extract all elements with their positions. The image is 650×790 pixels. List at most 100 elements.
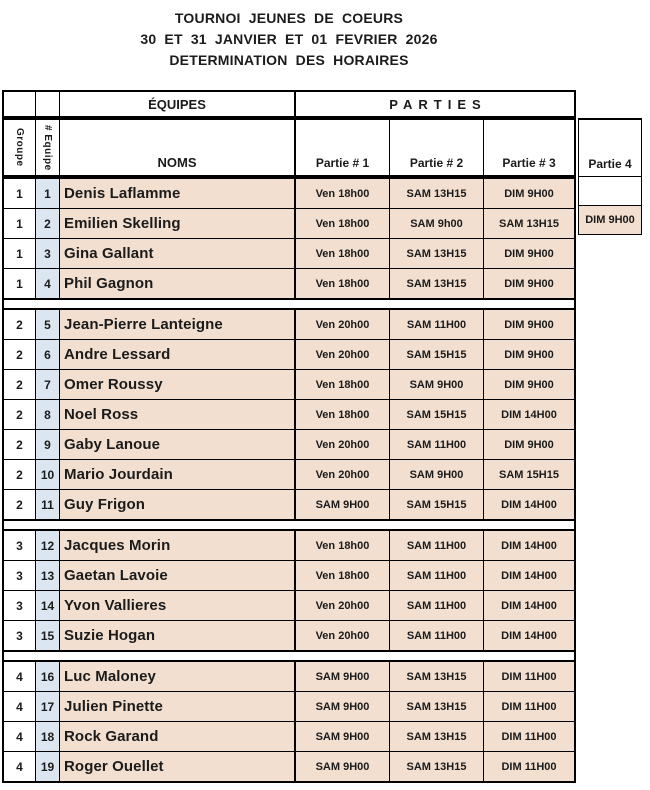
- partie1-cell: SAM 9H00: [296, 490, 390, 519]
- group-3-block: 3 12 Jacques Morin Ven 18h00 SAM 11H00 DIM 14…: [2, 529, 576, 652]
- table-row: 1 2 Emilien Skelling Ven 18h00 SAM 9h00 SAM 1…: [4, 209, 574, 239]
- team-number-cell: 17: [36, 692, 60, 722]
- table-row: 2 5 Jean-Pierre Lanteigne Ven 20h00 SAM 11H0…: [4, 310, 574, 340]
- title-block: TOURNOI JEUNES DE COEURS 30 ET 31 JANVIE…: [0, 0, 578, 71]
- player-name-cell: Andre Lessard: [60, 340, 296, 370]
- partie4-column-header: Partie 4: [578, 118, 642, 177]
- table-row: 4 19 Roger Ouellet SAM 9H00 SAM 13H15 DIM 11H…: [4, 752, 574, 781]
- partie3-cell: DIM 11H00: [484, 752, 574, 781]
- player-name-cell: Jean-Pierre Lanteigne: [60, 310, 296, 340]
- partie2-cell: SAM 11H00: [390, 561, 484, 591]
- table-row: 3 15 Suzie Hogan Ven 20h00 SAM 11H00 DIM 14H0…: [4, 621, 574, 650]
- parties-header: PARTIES: [296, 92, 574, 116]
- partie3-cell: DIM 14H00: [484, 591, 574, 621]
- player-name-cell: Phil Gagnon: [60, 269, 296, 298]
- groupe-cell: 3: [4, 621, 36, 650]
- team-number-cell: 3: [36, 239, 60, 269]
- team-number-cell: 9: [36, 430, 60, 460]
- partie3-cell: DIM 14H00: [484, 621, 574, 650]
- partie2-cell: SAM 15H15: [390, 400, 484, 430]
- partie3-cell: DIM 9H00: [484, 179, 574, 209]
- groupe-cell: 4: [4, 752, 36, 781]
- partie3-cell: DIM 14H00: [484, 490, 574, 519]
- partie2-cell: SAM 13H15: [390, 662, 484, 692]
- groupe-cell: 1: [4, 239, 36, 269]
- groupe-cell: 3: [4, 591, 36, 621]
- player-name-cell: Julien Pinette: [60, 692, 296, 722]
- groupe-cell: 2: [4, 490, 36, 519]
- partie1-cell: SAM 9H00: [296, 662, 390, 692]
- partie2-cell: SAM 9H00: [390, 460, 484, 490]
- partie2-cell: SAM 11H00: [390, 310, 484, 340]
- partie2-cell: SAM 15H15: [390, 340, 484, 370]
- partie3-cell: DIM 9H00: [484, 340, 574, 370]
- table-row: 2 7 Omer Roussy Ven 18h00 SAM 9H00 DIM 9H00: [4, 370, 574, 400]
- title-subtitle: DETERMINATION DES HORAIRES: [169, 52, 409, 68]
- partie2-cell: SAM 11H00: [390, 591, 484, 621]
- table-header-band: ÉQUIPES PARTIES: [2, 90, 576, 118]
- table-row: 2 10 Mario Jourdain Ven 20h00 SAM 9H00 SAM 15…: [4, 460, 574, 490]
- player-name-cell: Gaetan Lavoie: [60, 561, 296, 591]
- groupe-cell: 4: [4, 692, 36, 722]
- group-1-block: 1 1 Denis Laflamme Ven 18h00 SAM 13H15 DIM 9H…: [2, 177, 576, 300]
- title-dates: 30 ET 31 JANVIER ET 01 FEVRIER 2026: [140, 31, 438, 47]
- team-number-cell: 16: [36, 662, 60, 692]
- header-corner-groupe: [4, 92, 36, 116]
- partie4-column: Partie 4 DIM 9H00: [578, 118, 642, 235]
- table-row: 1 1 Denis Laflamme Ven 18h00 SAM 13H15 DIM 9H…: [4, 179, 574, 209]
- player-name-cell: Suzie Hogan: [60, 621, 296, 650]
- partie1-cell: Ven 20h00: [296, 460, 390, 490]
- partie3-cell: SAM 15H15: [484, 460, 574, 490]
- player-name-cell: Denis Laflamme: [60, 179, 296, 209]
- team-number-cell: 11: [36, 490, 60, 519]
- groupe-cell: 2: [4, 340, 36, 370]
- team-number-cell: 2: [36, 209, 60, 239]
- partie1-cell: Ven 18h00: [296, 239, 390, 269]
- partie1-cell: Ven 20h00: [296, 591, 390, 621]
- team-number-cell: 14: [36, 591, 60, 621]
- player-name-cell: Noel Ross: [60, 400, 296, 430]
- groupe-cell: 2: [4, 310, 36, 340]
- schedule-table: ÉQUIPES PARTIES Groupe # Equipe NOMS Par…: [2, 90, 576, 783]
- player-name-cell: Luc Maloney: [60, 662, 296, 692]
- partie4-cell-empty: [578, 176, 642, 206]
- groupe-cell: 2: [4, 460, 36, 490]
- partie2-cell: SAM 13H15: [390, 179, 484, 209]
- groupe-cell: 3: [4, 561, 36, 591]
- page-title: TOURNOI JEUNES DE COEURS: [174, 10, 404, 26]
- groupe-cell: 4: [4, 662, 36, 692]
- partie2-cell: SAM 11H00: [390, 430, 484, 460]
- partie1-cell: Ven 20h00: [296, 310, 390, 340]
- partie1-cell: Ven 18h00: [296, 531, 390, 561]
- table-row: 2 9 Gaby Lanoue Ven 20h00 SAM 11H00 DIM 9H00: [4, 430, 574, 460]
- partie1-cell: Ven 18h00: [296, 370, 390, 400]
- partie3-cell: DIM 9H00: [484, 430, 574, 460]
- partie2-cell: SAM 13H15: [390, 239, 484, 269]
- groupe-cell: 4: [4, 722, 36, 752]
- partie2-cell: SAM 11H00: [390, 621, 484, 650]
- partie1-cell: Ven 18h00: [296, 400, 390, 430]
- player-name-cell: Emilien Skelling: [60, 209, 296, 239]
- partie3-cell: DIM 11H00: [484, 662, 574, 692]
- team-number-cell: 7: [36, 370, 60, 400]
- partie1-column-header: Partie # 1: [296, 120, 390, 175]
- table-row: 3 12 Jacques Morin Ven 18h00 SAM 11H00 DIM 14…: [4, 531, 574, 561]
- partie2-cell: SAM 13H15: [390, 692, 484, 722]
- partie1-cell: Ven 20h00: [296, 621, 390, 650]
- team-number-cell: 19: [36, 752, 60, 781]
- partie1-cell: Ven 18h00: [296, 561, 390, 591]
- partie3-cell: DIM 9H00: [484, 239, 574, 269]
- partie1-cell: Ven 20h00: [296, 430, 390, 460]
- player-name-cell: Omer Roussy: [60, 370, 296, 400]
- partie3-cell: DIM 14H00: [484, 531, 574, 561]
- groupe-cell: 3: [4, 531, 36, 561]
- partie2-column-header: Partie # 2: [390, 120, 484, 175]
- partie3-cell: DIM 14H00: [484, 561, 574, 591]
- team-number-cell: 10: [36, 460, 60, 490]
- table-row: 3 13 Gaetan Lavoie Ven 18h00 SAM 11H00 DIM 14…: [4, 561, 574, 591]
- partie3-cell: DIM 11H00: [484, 722, 574, 752]
- table-row: 1 3 Gina Gallant Ven 18h00 SAM 13H15 DIM 9H00: [4, 239, 574, 269]
- groupe-cell: 1: [4, 179, 36, 209]
- partie3-cell: DIM 9H00: [484, 370, 574, 400]
